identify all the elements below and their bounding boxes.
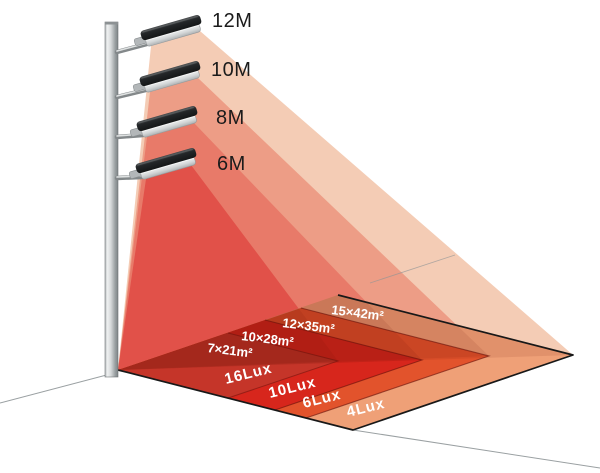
lamp-pole-cap [105, 22, 118, 25]
height-label-10m: 10M [211, 59, 251, 81]
ground-edge-16lux [227, 332, 340, 399]
area-label-16lux: 7×21m² [207, 340, 254, 360]
ground-outline-4lux [117, 294, 574, 431]
ground-area-16lux [118, 333, 338, 398]
ground-perspective-line-right [352, 429, 600, 469]
area-label-6lux: 12×35m² [282, 315, 337, 336]
horizon-line [369, 254, 456, 284]
lamp-pole [104, 21, 119, 378]
ground-perspective-line-left [0, 371, 119, 404]
height-label-8m: 8M [216, 107, 245, 129]
area-label-4lux: 15×42m² [331, 302, 386, 323]
ground-edge-6lux [300, 307, 491, 419]
area-label-10lux: 10×28m² [241, 328, 296, 349]
height-label-6m: 6M [217, 153, 246, 175]
ground-edge-10lux [264, 319, 424, 411]
height-label-12m: 12M [212, 10, 252, 32]
